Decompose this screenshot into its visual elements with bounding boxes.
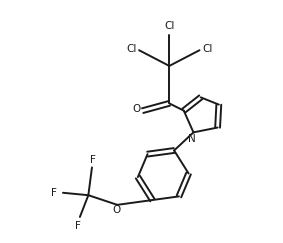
Text: F: F: [51, 188, 57, 198]
Text: Cl: Cl: [126, 44, 137, 54]
Text: Cl: Cl: [202, 44, 212, 54]
Text: Cl: Cl: [164, 21, 175, 31]
Text: F: F: [90, 155, 96, 165]
Text: O: O: [132, 104, 141, 114]
Text: O: O: [112, 205, 120, 215]
Text: N: N: [188, 134, 196, 144]
Text: F: F: [74, 221, 80, 231]
